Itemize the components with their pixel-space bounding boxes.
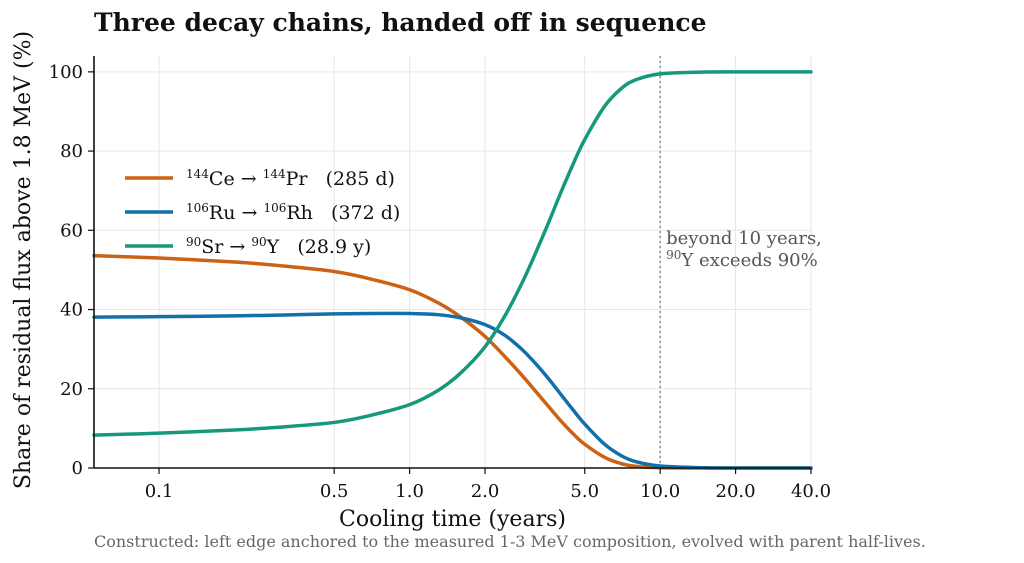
series-line-1 <box>92 311 813 470</box>
chart-title: Three decay chains, handed off in sequen… <box>94 8 707 37</box>
legend-entry-0-sup-2: 144 <box>263 167 286 181</box>
legend-entry-1-text-1: → <box>235 202 263 224</box>
x-axis-ticks: 0.1 0.5 1.0 2.0 5.0 10.0 20.0 40.0 <box>145 468 831 502</box>
annotation-superscript: 90 <box>666 248 681 262</box>
chart-caption: Constructed: left edge anchored to the m… <box>94 532 926 551</box>
legend-entry-2-text-1: → <box>223 236 251 258</box>
x-tick-label-0: 0.1 <box>145 481 174 502</box>
y-tick-label-4: 80 <box>60 141 83 162</box>
legend-entry-1-text-0: Ru <box>209 202 236 224</box>
legend-entry-1: 106Ru → 106Rh (372 d) <box>186 201 400 224</box>
x-axis-label: Cooling time (years) <box>339 507 566 532</box>
legend-entry-1-sup-2: 106 <box>263 201 286 215</box>
series-line-0 <box>92 253 813 470</box>
axes <box>93 56 811 469</box>
y-tick-label-2: 40 <box>60 300 83 321</box>
annotation-text: Y exceeds 90% <box>680 250 817 271</box>
legend-entry-2-text-0: Sr <box>201 236 224 258</box>
legend-entry-1-sup-0: 106 <box>186 201 209 215</box>
legend-entry-2-sup-2: 90 <box>251 235 266 249</box>
x-tick-label-3: 2.0 <box>471 481 500 502</box>
series-line-2 <box>92 70 813 437</box>
annotation-line-2: 90Y exceeds 90% <box>666 248 818 271</box>
legend-entry-0-sup-0: 144 <box>186 167 209 181</box>
x-tick-label-2: 1.0 <box>395 481 424 502</box>
legend-entry-2: 90Sr → 90Y (28.9 y) <box>186 235 371 258</box>
legend-entry-2-text-2: Y <box>266 236 280 258</box>
y-tick-label-0: 0 <box>72 458 83 479</box>
y-tick-label-3: 60 <box>60 220 83 241</box>
x-tick-label-4: 5.0 <box>570 481 599 502</box>
legend-entry-0-text-3: (285 d) <box>307 168 394 190</box>
y-axis-ticks: 0 20 40 60 80 100 <box>49 62 94 479</box>
legend-entry-0-text-2: Pr <box>286 168 309 190</box>
annotation-line-1: beyond 10 years, <box>666 228 822 249</box>
y-tick-label-5: 100 <box>49 62 83 83</box>
legend-entry-0: 144Ce → 144Pr (285 d) <box>186 167 395 190</box>
legend-entry-2-text-3: (28.9 y) <box>279 236 371 258</box>
legend-entry-1-text-3: (372 d) <box>313 202 400 224</box>
y-tick-label-1: 20 <box>60 379 83 400</box>
legend: 144Ce → 144Pr (285 d)106Ru → 106Rh (372 … <box>125 167 400 258</box>
legend-entry-1-text-2: Rh <box>286 202 313 224</box>
x-tick-label-7: 40.0 <box>791 481 831 502</box>
legend-entry-2-sup-0: 90 <box>186 235 201 249</box>
legend-entry-0-text-1: → <box>235 168 263 190</box>
x-tick-label-5: 10.0 <box>640 481 680 502</box>
x-tick-label-6: 20.0 <box>716 481 756 502</box>
legend-entry-0-text-0: Ce <box>209 168 235 190</box>
x-tick-label-1: 0.5 <box>320 481 349 502</box>
y-axis-label: Share of residual flux above 1.8 MeV (%) <box>11 31 36 489</box>
